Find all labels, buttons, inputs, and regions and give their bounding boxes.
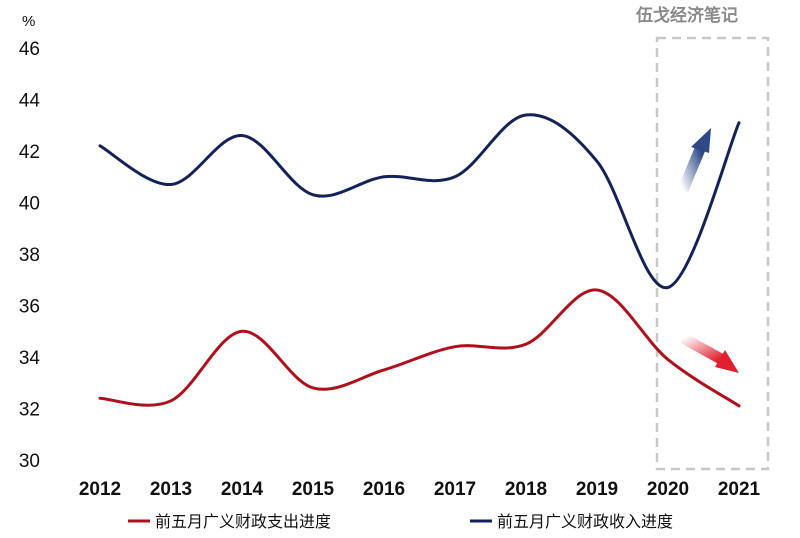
series-line-1 [98,288,741,408]
y-tick-label: 46 [19,39,40,60]
y-tick-label: 42 [19,142,40,163]
y-axis-unit: % [22,13,35,30]
y-tick-label: 44 [19,91,41,112]
x-tick-label: 2014 [221,479,264,500]
x-tick-label: 2019 [576,479,618,500]
x-tick-label: 2021 [718,479,761,500]
legend-label: 前五月广义财政支出进度 [155,512,331,531]
trend-up-arrow [677,128,711,193]
series-line-2 [98,113,741,290]
x-tick-label: 2020 [647,479,689,500]
x-tick-label: 2017 [434,479,476,500]
highlight-region [655,36,770,471]
x-tick-label: 2018 [505,479,547,500]
legend-item-2: 前五月广义财政收入进度 [470,512,673,531]
y-tick-label: 38 [19,245,40,266]
legend-item-1: 前五月广义财政支出进度 [128,512,331,531]
y-tick-label: 40 [19,194,40,215]
y-tick-label: 30 [19,451,40,472]
trend-down-arrow [680,333,739,373]
x-tick-label: 2012 [79,479,121,500]
watermark-text: 伍戈经济笔记 [635,5,738,26]
x-tick-label: 2016 [363,479,405,500]
y-tick-label: 34 [19,348,41,369]
x-tick-label: 2013 [150,479,192,500]
legend-label: 前五月广义财政收入进度 [497,512,673,531]
y-tick-label: 32 [19,400,40,421]
y-tick-label: 36 [19,297,40,318]
x-tick-label: 2015 [292,479,335,500]
